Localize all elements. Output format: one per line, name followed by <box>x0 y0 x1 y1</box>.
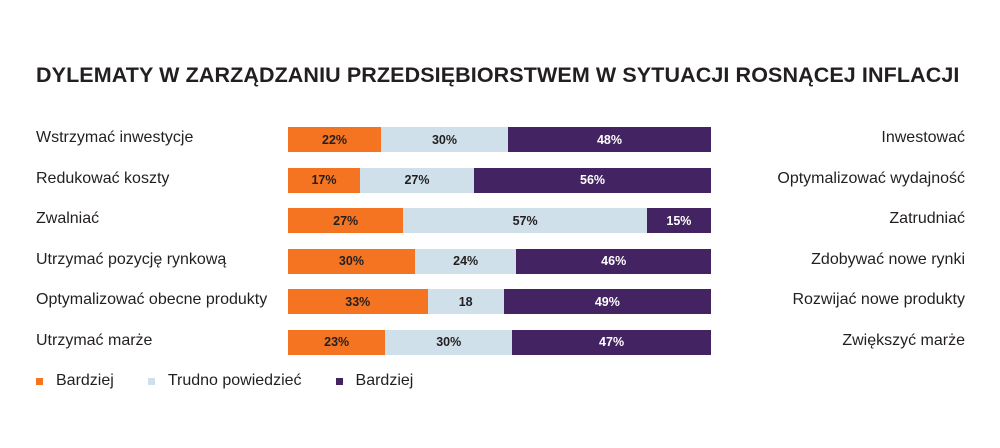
bar-segment-more: 23% <box>288 329 386 355</box>
data-label: 15% <box>666 213 692 228</box>
bar-segment-more: 27% <box>288 208 404 233</box>
category-label-right: Zwiększyć marże <box>842 331 965 349</box>
bar-segment-less: 47% <box>512 329 711 355</box>
data-label: 30% <box>431 132 457 147</box>
legend-label: Bardziej <box>56 372 114 389</box>
data-label: 17% <box>311 173 337 187</box>
data-label: 48% <box>596 132 622 147</box>
legend-swatch <box>147 377 155 385</box>
category-label-right: Optymalizować wydajność <box>777 169 965 187</box>
stacked-bar: 22% 30% 48% <box>288 127 711 152</box>
data-label: 57% <box>512 213 538 228</box>
data-label: 30% <box>436 335 462 349</box>
category-label-left: Redukować koszty <box>36 169 170 187</box>
stacked-bar: 23% 30% 47% <box>288 329 711 355</box>
stacked-bar: 17% 27% 56% <box>288 167 711 193</box>
bar-segment-less: 49% <box>503 289 711 314</box>
category-label-left: Utrzymać marże <box>36 331 153 349</box>
legend-item: Trudno powiedzieć <box>147 372 302 390</box>
bar-segment-less: 46% <box>516 248 711 274</box>
data-label: 30% <box>338 254 364 268</box>
category-label-left: Optymalizować obecne produkty <box>36 291 268 308</box>
data-label: 46% <box>601 254 627 268</box>
legend-swatch <box>335 377 343 385</box>
bar-segment-neutral: 24% <box>414 248 517 274</box>
bar-segment-less: 48% <box>507 127 711 152</box>
bar-segment-less: 15% <box>646 208 711 233</box>
category-label-left: Utrzymać pozycję rynkową <box>36 250 227 268</box>
category-label-right: Rozwijać nowe produkty <box>792 291 965 308</box>
data-label: 27% <box>404 173 430 187</box>
chart-title: DYLEMATY W ZARZĄDZANIU PRZEDSIĘBIORSTWEM… <box>36 63 960 87</box>
data-label: 23% <box>324 335 350 349</box>
bar-segment-more: 17% <box>288 167 360 193</box>
legend: Bardziej Trudno powiedzieć Bardziej <box>36 372 447 390</box>
legend-label: Bardziej <box>355 372 414 389</box>
data-label: 56% <box>580 173 606 187</box>
category-label-left: Zwalniać <box>36 210 100 227</box>
data-label: 47% <box>599 335 625 349</box>
data-label: 27% <box>333 213 359 228</box>
legend-label: Trudno powiedzieć <box>167 372 302 389</box>
category-label-right: Zatrudniać <box>889 210 965 227</box>
bar-segment-neutral: 30% <box>385 329 513 355</box>
bar-segment-neutral: 18 <box>427 289 504 314</box>
data-label: 18 <box>458 294 473 309</box>
category-label-left: Wstrzymać inwestycje <box>36 129 194 146</box>
bar-segment-neutral: 30% <box>381 127 508 152</box>
chart-row: Wstrzymać inwestycje 22% 30% 48% Inwestować <box>0 127 1000 152</box>
chart-row: Utrzymać marże 23% 30% 47% Zwiększyć marże <box>0 329 1000 355</box>
bar-segment-neutral: 27% <box>359 167 475 193</box>
chart-row: Redukować koszty 17% 27% 56% Optymalizować w… <box>0 167 1000 193</box>
bar-segment-more: 33% <box>288 289 428 314</box>
stacked-bar: 33% 18 49% <box>288 289 711 314</box>
legend-swatch <box>36 377 43 385</box>
data-label: 49% <box>594 294 620 309</box>
category-label-right: Zdobywać nowe rynki <box>811 250 965 268</box>
bar-segment-more: 30% <box>288 248 415 274</box>
stacked-bar: 30% 24% 46% <box>288 248 711 274</box>
chart-row: Zwalniać 27% 57% 15% Zatrudniać <box>0 208 1000 233</box>
chart-row: Utrzymać pozycję rynkową 30% 24% 46% Zdobywa… <box>0 248 1000 274</box>
bar-segment-more: 22% <box>288 127 382 152</box>
legend-item: Bardziej <box>36 372 114 390</box>
data-label: 24% <box>453 254 479 268</box>
data-label: 33% <box>345 294 371 309</box>
chart-row: Optymalizować obecne produkty 33% 18 49% Roz… <box>0 289 1000 314</box>
data-label: 22% <box>322 132 348 147</box>
legend-item: Bardziej <box>335 372 414 390</box>
bar-segment-less: 56% <box>474 167 711 193</box>
bar-segment-neutral: 57% <box>403 208 647 233</box>
stacked-bar: 27% 57% 15% <box>288 208 711 233</box>
category-label-right: Inwestować <box>881 129 965 146</box>
